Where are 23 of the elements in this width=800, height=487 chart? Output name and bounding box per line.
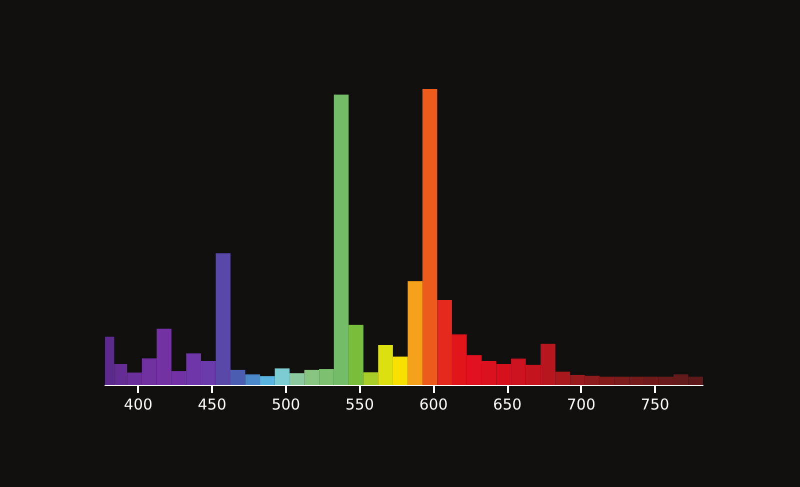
x-tick-label: 650 [493, 396, 522, 414]
x-tick-label: 450 [198, 396, 226, 414]
bar [260, 376, 275, 385]
bar [408, 281, 422, 385]
x-tick-label: 500 [272, 396, 300, 414]
bar [392, 356, 408, 385]
bar [378, 345, 393, 385]
bar [437, 300, 452, 385]
bar [422, 89, 438, 385]
bar [230, 370, 246, 385]
bar [274, 368, 290, 385]
bar [348, 324, 364, 385]
bar [555, 372, 570, 385]
x-tick-label: 600 [419, 396, 448, 414]
bar [363, 372, 378, 385]
bar [304, 370, 320, 385]
x-tick-label: 750 [640, 396, 670, 414]
x-tick-label: 550 [345, 396, 374, 414]
x-tick-label: 400 [124, 396, 153, 414]
bar [216, 253, 231, 385]
x-tick-label: 700 [566, 396, 596, 414]
bar [245, 374, 260, 385]
bar [290, 373, 304, 385]
